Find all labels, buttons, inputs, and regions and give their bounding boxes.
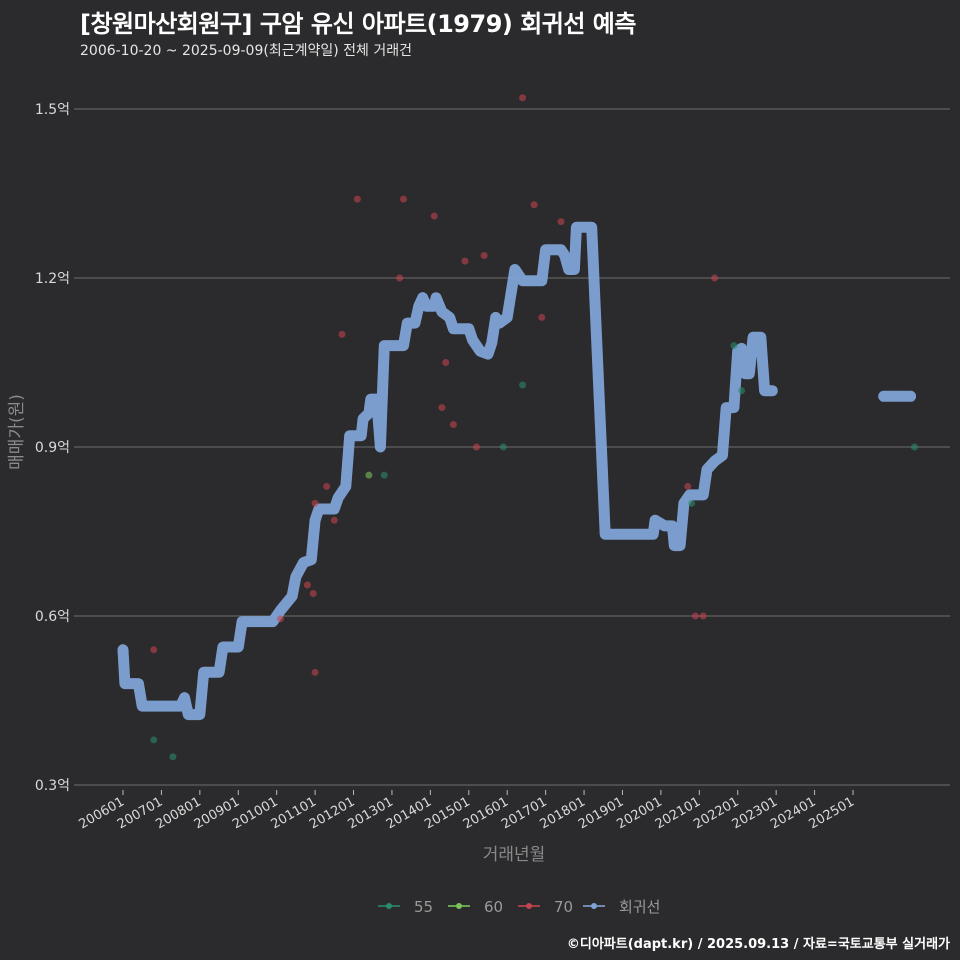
data-point-70: [330, 516, 338, 524]
y-tick-label: 0.3억: [35, 778, 70, 794]
data-point-55: [730, 342, 738, 350]
data-point-70: [442, 359, 450, 366]
x-axis-title: 거래년월: [483, 845, 546, 865]
data-point-70: [480, 251, 488, 259]
data-point-70: [538, 313, 546, 321]
data-point-70: [303, 581, 311, 589]
data-point-55: [688, 499, 696, 507]
legend-label: 70: [554, 898, 573, 916]
chart-legend: 55 60 70 회귀선: [378, 898, 660, 916]
data-point-70: [461, 257, 469, 265]
source-caption: ©디아파트(dapt.kr) / 2025.09.13 / 자료=국토교통부 실…: [566, 937, 950, 952]
x-axis-ticks: 2006012007012008012009012010012011012012…: [77, 790, 857, 832]
data-point-60: [365, 471, 373, 479]
data-point-70: [519, 94, 527, 102]
data-point-55: [380, 471, 388, 479]
legend-item: 회귀선: [583, 898, 660, 916]
scatter-points: [150, 94, 918, 761]
y-tick-label: 0.6억: [35, 609, 70, 625]
data-point-70: [396, 274, 404, 282]
data-point-70: [311, 499, 319, 507]
chart-title: [창원마산회원구] 구암 유신 아파트(1979) 회귀선 예측: [80, 10, 636, 38]
regression-line: [117, 221, 917, 721]
data-point-70: [438, 404, 446, 412]
data-point-70: [323, 482, 331, 490]
data-point-70: [399, 195, 407, 203]
data-point-70: [530, 201, 538, 209]
legend-item: 60: [448, 898, 503, 916]
data-point-55: [499, 443, 507, 451]
data-point-70: [150, 646, 158, 654]
legend-item: 55: [378, 898, 433, 916]
legend-label: 55: [414, 898, 433, 916]
data-point-70: [277, 615, 285, 623]
data-point-70: [684, 482, 692, 490]
data-point-55: [519, 381, 527, 389]
y-tick-label: 1.2억: [35, 271, 70, 287]
data-point-70: [449, 420, 457, 428]
data-point-70: [309, 589, 317, 597]
data-point-55: [738, 387, 746, 395]
y-axis-ticks: 0.3억 0.6억 0.9억 1.2억 1.5억: [35, 102, 70, 794]
chart-subtitle: 2006-10-20 ~ 2025-09-09(최근계약일) 전체 거래건: [80, 43, 412, 59]
data-point-70: [311, 668, 319, 676]
data-point-70: [338, 330, 346, 338]
data-point-70: [430, 212, 438, 220]
data-point-70: [557, 218, 565, 226]
legend-item: 70: [518, 898, 573, 916]
data-point-55: [150, 736, 158, 744]
legend-label: 60: [484, 898, 503, 916]
y-tick-label: 0.9억: [35, 440, 70, 456]
legend-label: 회귀선: [619, 898, 660, 916]
data-point-70: [711, 274, 719, 282]
y-axis-title: 매매가(원): [7, 394, 27, 470]
data-point-70: [691, 612, 699, 620]
y-tick-label: 1.5억: [35, 102, 70, 118]
data-point-70: [353, 195, 361, 203]
data-point-70: [699, 612, 707, 620]
data-point-55: [910, 443, 918, 451]
data-point-55: [169, 753, 177, 761]
data-point-70: [472, 443, 480, 451]
